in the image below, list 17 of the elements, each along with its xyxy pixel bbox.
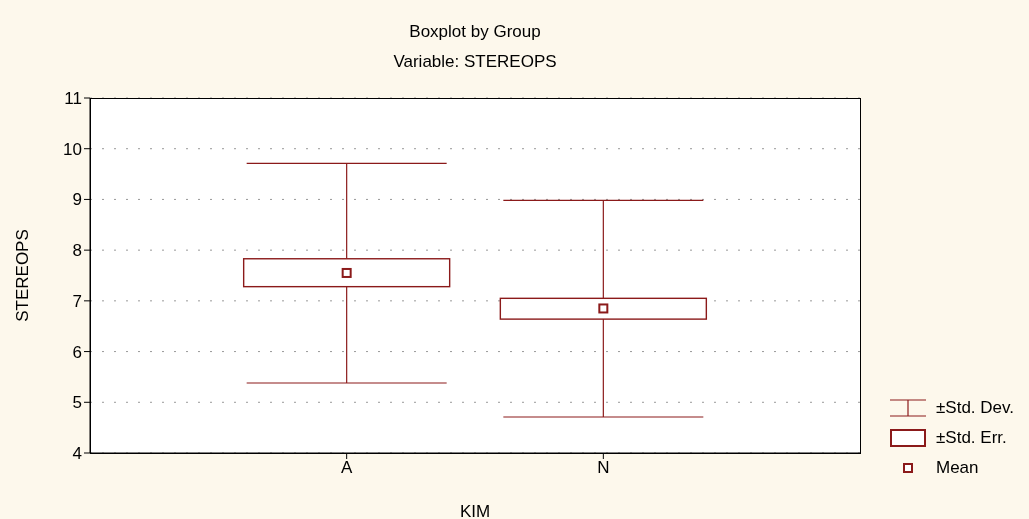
y-tick-label: 5 bbox=[72, 393, 82, 413]
text: ±Std. Dev. bbox=[936, 398, 1014, 418]
text: Mean bbox=[936, 458, 979, 478]
chart-subtitle: Variable: STEREOPS bbox=[392, 52, 558, 72]
x-axis-title: KIM bbox=[459, 502, 491, 519]
y-tick-label: 11 bbox=[64, 89, 82, 109]
y-axis-title: STEREOPS bbox=[13, 229, 33, 322]
y-tick-label: 9 bbox=[72, 190, 82, 210]
y-tick-label: 8 bbox=[72, 241, 82, 261]
y-tick-label: 4 bbox=[72, 444, 82, 464]
x-tick-label: N bbox=[597, 458, 610, 478]
y-tick-label: 7 bbox=[72, 291, 82, 311]
y-tick-label: 6 bbox=[72, 342, 82, 362]
chart-title: Boxplot by Group bbox=[408, 22, 542, 42]
y-tick-label: 10 bbox=[63, 139, 82, 159]
x-tick-label: A bbox=[340, 458, 353, 478]
text: ±Std. Err. bbox=[936, 428, 1007, 448]
